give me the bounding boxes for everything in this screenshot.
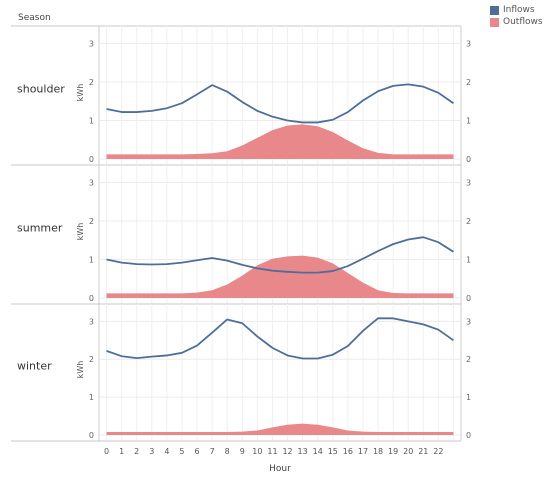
y-tick-label-right: 1: [466, 117, 471, 126]
legend-item-outflows[interactable]: Outflows: [490, 16, 543, 28]
x-tick-label: 14: [313, 447, 323, 456]
x-tick-label: 4: [164, 447, 169, 456]
legend-item-inflows[interactable]: Inflows: [490, 4, 543, 16]
y-tick-label-right: 2: [466, 355, 471, 364]
x-tick-label: 19: [388, 447, 398, 456]
facet-header: Season: [18, 13, 51, 23]
x-tick-label: 5: [179, 447, 184, 456]
legend-label-outflows: Outflows: [503, 17, 543, 27]
y-axis-label: kWh: [76, 361, 85, 379]
x-tick-label: 10: [252, 447, 262, 456]
y-tick-label-right: 0: [466, 294, 471, 303]
inflows-line-shoulder: [106, 83, 454, 124]
x-tick-label: 9: [240, 447, 245, 456]
season-label-winter: winter: [17, 360, 52, 373]
outflows-area-shoulder: [106, 124, 454, 159]
x-tick-label: 18: [373, 447, 383, 456]
y-tick-label-right: 0: [466, 431, 471, 440]
y-tick-label-left: 2: [89, 217, 94, 226]
x-tick-label: 20: [403, 447, 413, 456]
x-tick-label: 12: [282, 447, 292, 456]
y-tick-label-left: 1: [89, 117, 94, 126]
x-tick-label: 1: [119, 447, 124, 456]
outflows-area-winter: [106, 423, 454, 435]
x-tick-label: 6: [194, 447, 199, 456]
inflows-line-summer: [106, 236, 454, 274]
x-tick-label: 2: [134, 447, 139, 456]
y-tick-label-right: 0: [466, 155, 471, 164]
y-tick-label-left: 0: [89, 431, 94, 440]
y-tick-label-left: 1: [89, 393, 94, 402]
y-tick-label-right: 3: [466, 317, 471, 326]
y-tick-label-right: 2: [466, 217, 471, 226]
y-tick-label-left: 0: [89, 294, 94, 303]
x-tick-label: 22: [433, 447, 443, 456]
y-tick-label-right: 3: [466, 179, 471, 188]
legend-swatch-inflows: [490, 5, 499, 15]
x-tick-label: 3: [149, 447, 154, 456]
x-tick-label: 0: [104, 447, 109, 456]
y-axis-label: kWh: [76, 84, 85, 102]
x-tick-label: 13: [298, 447, 308, 456]
y-tick-label-right: 1: [466, 256, 471, 265]
season-label-summer: summer: [17, 222, 63, 235]
x-tick-label: 17: [358, 447, 368, 456]
y-tick-label-left: 2: [89, 78, 94, 87]
y-tick-label-right: 2: [466, 78, 471, 87]
y-axis-label: kWh: [76, 223, 85, 241]
x-tick-label: 7: [210, 447, 215, 456]
x-tick-label: 21: [418, 447, 428, 456]
y-tick-label-left: 1: [89, 256, 94, 265]
y-tick-label-left: 3: [89, 317, 94, 326]
season-label-shoulder: shoulder: [17, 83, 65, 96]
x-tick-label: 11: [267, 447, 277, 456]
x-tick-label: 16: [343, 447, 353, 456]
y-tick-label-left: 3: [89, 179, 94, 188]
legend-label-inflows: Inflows: [503, 5, 535, 15]
outflows-area-summer: [106, 255, 454, 298]
y-tick-label-left: 3: [89, 40, 94, 49]
legend-swatch-outflows: [490, 17, 499, 27]
inflows-line-winter: [106, 317, 454, 360]
y-tick-label-right: 1: [466, 393, 471, 402]
y-tick-label-left: 2: [89, 355, 94, 364]
x-tick-label: 8: [225, 447, 230, 456]
x-axis-label: Hour: [269, 464, 291, 474]
x-tick-label: 15: [328, 447, 338, 456]
legend: Inflows Outflows: [490, 4, 543, 28]
y-tick-label-left: 0: [89, 155, 94, 164]
y-tick-label-right: 3: [466, 40, 471, 49]
